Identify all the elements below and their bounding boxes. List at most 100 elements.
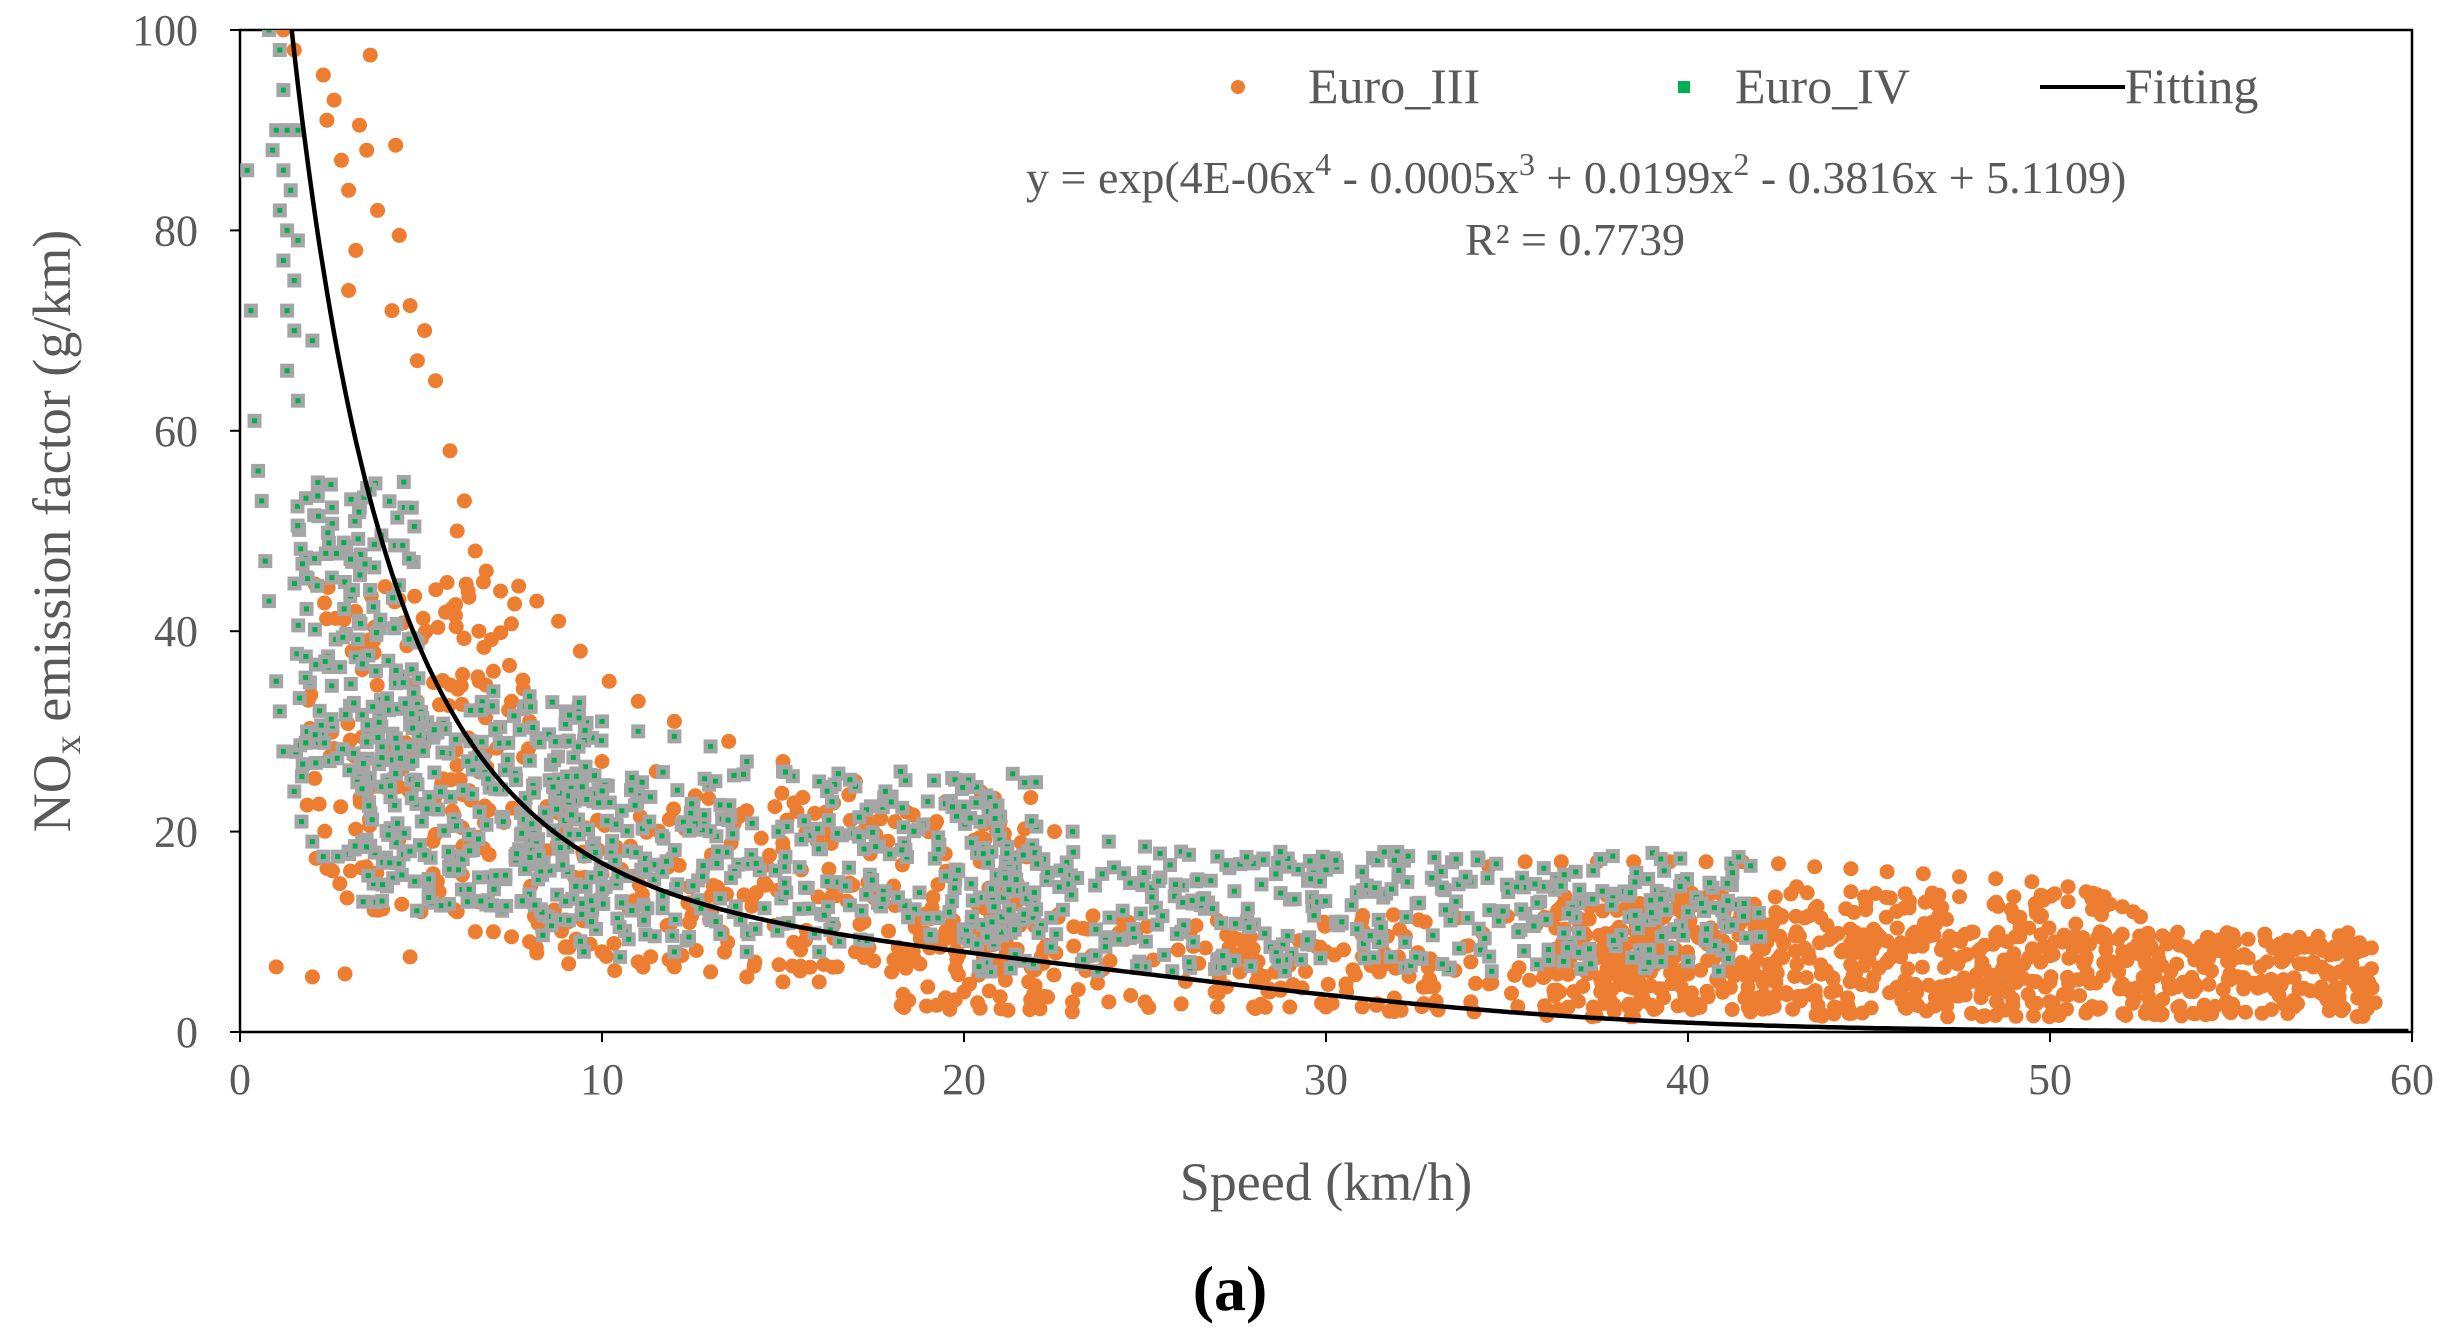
euro4-point-dot	[1493, 861, 1499, 867]
euro3-point	[1988, 871, 2004, 887]
euro3-point	[551, 613, 567, 629]
euro4-point-dot	[1388, 954, 1394, 960]
euro4-point-dot	[863, 892, 869, 898]
euro4-point-dot	[1106, 839, 1112, 845]
euro3-point	[333, 152, 349, 168]
euro3-point	[785, 958, 800, 974]
euro4-point-dot	[1275, 860, 1281, 866]
legend-euro4-label: Euro_IV	[1735, 58, 1910, 114]
euro4-point-dot	[1391, 857, 1397, 863]
euro4-point-dot	[557, 845, 563, 851]
euro4-point-dot	[1245, 906, 1251, 912]
euro3-point	[402, 298, 418, 314]
euro4-point-dot	[1685, 909, 1691, 915]
euro4-point-dot	[744, 759, 750, 764]
euro4-point-dot	[1576, 887, 1582, 893]
euro4-point-dot	[652, 933, 658, 939]
euro4-point-dot	[415, 675, 421, 681]
euro3-point	[1207, 984, 1223, 1000]
euro4-point-dot	[397, 755, 403, 761]
euro4-point-dot	[583, 764, 588, 770]
euro3-point	[920, 979, 936, 995]
euro4-point-dot	[1748, 863, 1754, 869]
euro4-point-dot	[1518, 906, 1524, 912]
euro4-point-dot	[394, 515, 400, 521]
euro4-point-dot	[374, 630, 379, 636]
euro4-point-dot	[393, 840, 399, 846]
euro4-point-dot	[669, 933, 675, 939]
euro4-point-dot	[255, 468, 261, 474]
euro4-point-dot	[608, 850, 614, 856]
euro3-point	[1843, 861, 1859, 877]
euro4-point-dot	[633, 850, 639, 855]
fitting-curve	[289, 30, 2409, 1032]
euro4-point-dot	[856, 834, 862, 840]
euro4-point-dot	[503, 872, 508, 878]
euro4-point-dot	[539, 909, 545, 915]
euro3-point	[1843, 884, 1859, 900]
euro4-point-dot	[357, 572, 363, 578]
euro3-point	[2026, 1008, 2041, 1024]
euro4-point-dot	[1701, 908, 1707, 914]
euro4-point-dot	[738, 917, 743, 923]
euro3-point	[449, 758, 465, 773]
euro4-point-dot	[1034, 861, 1040, 867]
euro4-point-dot	[1564, 945, 1570, 951]
euro3-point	[1418, 979, 1434, 995]
euro3-point	[2102, 896, 2118, 912]
euro4-point-dot	[417, 842, 423, 848]
euro4-point-dot	[329, 575, 335, 581]
euro3-point	[1823, 984, 1839, 1000]
euro4-point-dot	[1375, 857, 1381, 863]
euro3-point	[315, 67, 331, 83]
euro4-point-dot	[412, 878, 418, 884]
euro4-point-dot	[864, 807, 869, 813]
euro4-point-dot	[974, 941, 980, 947]
euro3-point	[1843, 957, 1859, 973]
euro4-point-dot	[1632, 879, 1638, 885]
euro3-point	[1950, 931, 1966, 947]
euro3-point	[307, 770, 323, 786]
euro3-point	[1957, 987, 1973, 1003]
euro3-point	[2090, 929, 2106, 944]
euro3-point	[1959, 947, 1975, 962]
euro4-point-dot	[1633, 870, 1639, 876]
euro4-point-dot	[935, 847, 941, 852]
euro4-point-dot	[252, 418, 257, 424]
x-tick-label: 20	[942, 1055, 986, 1104]
euro4-point-dot	[1280, 941, 1286, 947]
euro3-point	[771, 957, 787, 973]
euro4-point-dot	[664, 858, 669, 864]
euro4-point-dot	[1566, 911, 1572, 917]
euro4-point-dot	[1045, 870, 1051, 876]
euro4-point-dot	[295, 398, 301, 404]
fit-equation: y = exp(4E-06x4 - 0.0005x3 + 0.0199x2 - …	[1026, 146, 2126, 203]
euro4-point-dot	[549, 699, 555, 705]
euro3-point	[1324, 996, 1340, 1011]
euro3-point	[319, 611, 335, 627]
euro4-point-dot	[395, 706, 401, 712]
euro4-point-dot	[991, 904, 997, 910]
euro4-point-dot	[1070, 829, 1076, 835]
euro4-point-dot	[1707, 880, 1712, 886]
euro3-point	[2006, 889, 2022, 905]
euro4-point-dot	[1712, 943, 1718, 949]
euro4-point-dot	[326, 540, 332, 546]
euro4-point-dot	[905, 914, 911, 920]
euro4-point-dot	[1476, 926, 1482, 932]
euro3-point	[1066, 938, 1082, 954]
euro3-point	[1594, 949, 1610, 965]
euro4-point-dot	[340, 634, 346, 640]
euro3-point	[2139, 977, 2155, 993]
euro4-point-dot	[1729, 870, 1735, 876]
euro4-point-dot	[641, 917, 647, 923]
euro4-point-dot	[511, 713, 517, 719]
euro4-point-dot	[1465, 915, 1471, 921]
euro3-point	[1827, 999, 1842, 1015]
euro3-point	[1799, 885, 1815, 901]
euro3-point	[348, 242, 364, 258]
euro3-point	[1347, 967, 1363, 983]
euro4-point-dot	[806, 832, 812, 838]
euro3-point	[1392, 922, 1408, 937]
euro4-point-dot	[502, 767, 508, 773]
